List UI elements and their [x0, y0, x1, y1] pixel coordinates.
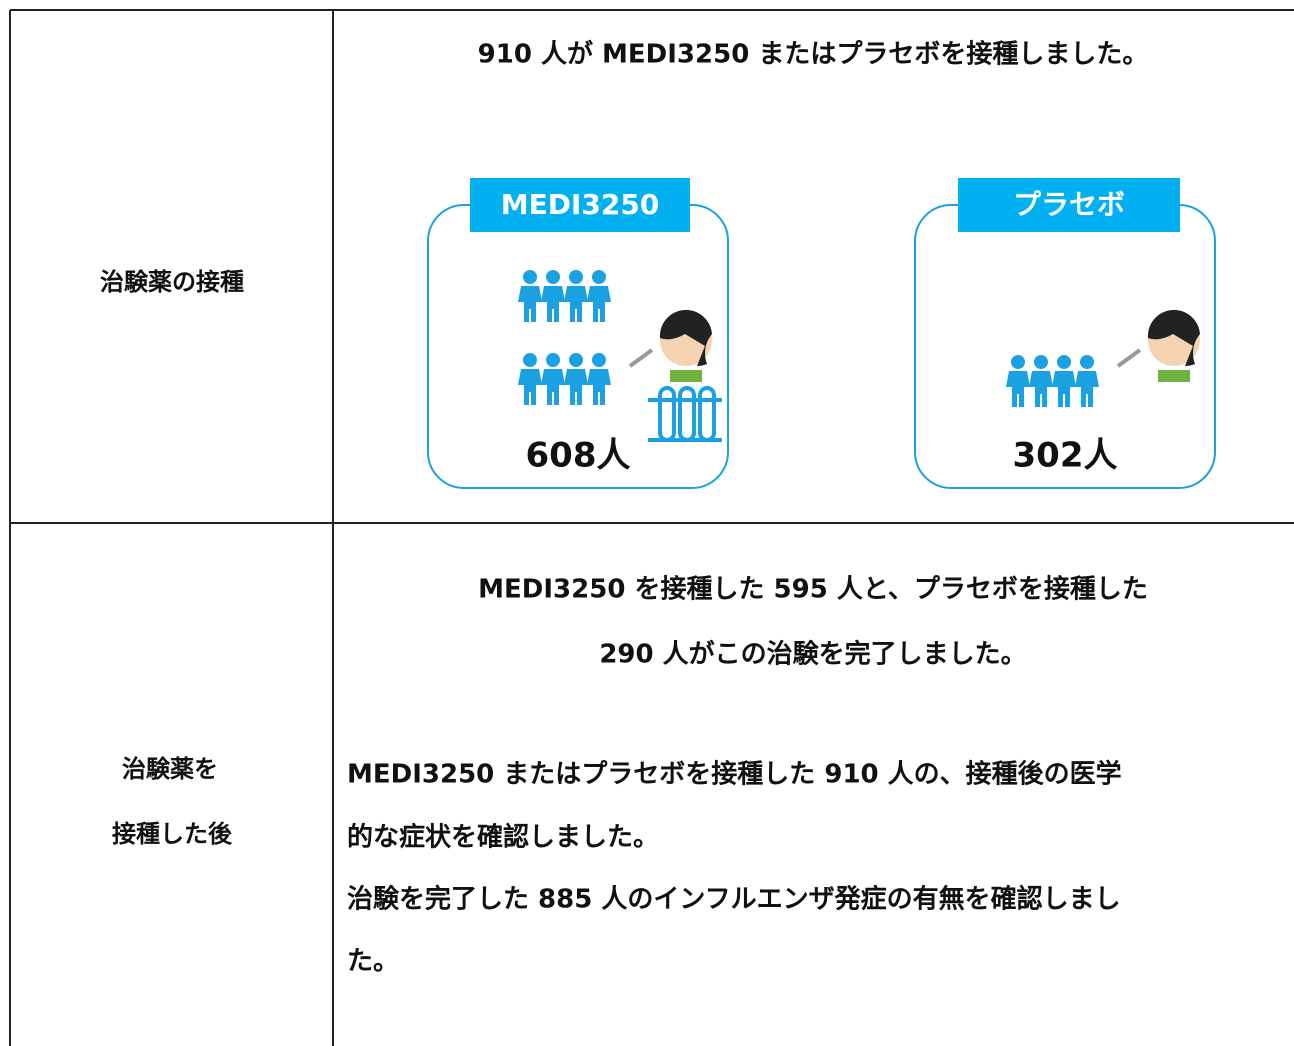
row-title: 910 人が MEDI3250 またはプラセボを接種しました。	[478, 39, 1149, 70]
medi-box: MEDI3250 608人	[427, 178, 729, 489]
group-count: 608人	[526, 436, 631, 476]
row-label: 接種した後	[112, 820, 233, 848]
group-count: 302人	[1013, 436, 1118, 476]
paragraph-line: 的な症状を確認しました。	[347, 822, 659, 853]
people-icon	[1006, 355, 1099, 407]
test-tubes	[648, 386, 722, 442]
group-name: プラセボ	[1013, 188, 1125, 221]
centered-line: MEDI3250 を接種した 595 人と、プラセボを接種した	[478, 575, 1148, 605]
row-label: 治験薬の接種	[100, 268, 244, 296]
people-icon	[518, 270, 611, 322]
paragraph-line: 治験を完了した 885 人のインフルエンザ発症の有無を確認しまし	[347, 884, 1121, 915]
table-grid	[9, 9, 1294, 1046]
person-icon	[1116, 307, 1202, 384]
person-icon	[628, 307, 714, 384]
row-label: 治験薬を	[122, 755, 218, 783]
placebo-box: プラセボ 302人	[914, 178, 1216, 489]
paragraph-line: MEDI3250 またはプラセボを接種した 910 人の、接種後の医学	[347, 759, 1122, 790]
people-icon	[518, 353, 611, 405]
group-name: MEDI3250	[501, 188, 660, 221]
paragraph-line: た。	[347, 947, 399, 977]
centered-line: 290 人がこの治験を完了しました。	[599, 639, 1026, 670]
